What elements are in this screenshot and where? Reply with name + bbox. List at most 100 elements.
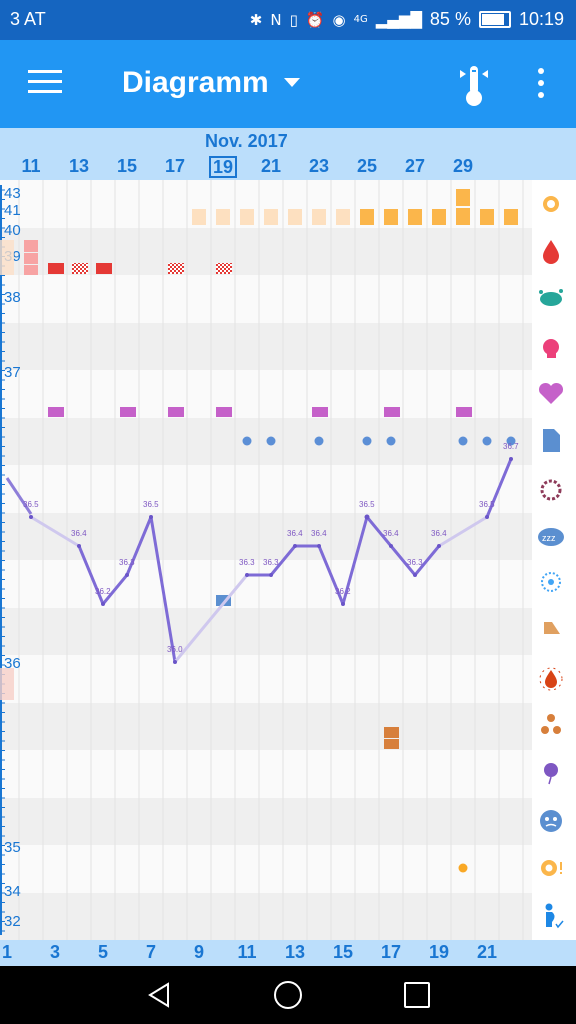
sex-mark[interactable] (312, 407, 328, 417)
symptom-mark[interactable] (384, 739, 399, 749)
cycle-day-label[interactable]: 13 (284, 942, 306, 962)
temperature-point[interactable] (293, 544, 297, 548)
home-icon[interactable] (274, 981, 302, 1009)
cycle-chart[interactable]: 43 41 40 39 38 37 36 35 34 32 (0, 180, 576, 940)
bleeding-mark[interactable] (24, 240, 38, 252)
spotting-mark[interactable] (168, 263, 184, 274)
temperature-point[interactable] (245, 573, 249, 577)
cycle-day-label[interactable]: 15 (332, 942, 354, 962)
temperature-point[interactable] (101, 602, 105, 606)
temperature-point[interactable] (485, 515, 489, 519)
date-label[interactable]: 15 (116, 156, 138, 176)
note-dot[interactable] (314, 436, 324, 446)
bleeding-mark[interactable] (24, 253, 38, 264)
temperature-point[interactable] (125, 573, 129, 577)
date-label[interactable]: 23 (308, 156, 330, 176)
note-dot[interactable] (482, 436, 492, 446)
more-options-button[interactable] (536, 68, 546, 102)
balloon-icon[interactable] (544, 763, 558, 785)
note-dot[interactable] (362, 436, 372, 446)
note-dot[interactable] (506, 436, 516, 446)
mucus-mark[interactable] (432, 209, 446, 225)
back-icon[interactable] (146, 982, 172, 1008)
sex-mark[interactable] (120, 407, 136, 417)
sex-mark[interactable] (168, 407, 184, 417)
mucus-mark[interactable] (192, 209, 206, 225)
symptom-dot[interactable] (458, 863, 468, 873)
mucus-mark[interactable] (264, 209, 278, 225)
sleep-icon[interactable]: zzz (538, 528, 564, 546)
mucus-mark[interactable] (456, 189, 470, 206)
sun-alert-icon[interactable] (541, 860, 562, 876)
mucus-mark[interactable] (384, 209, 398, 225)
head-icon[interactable] (543, 339, 559, 358)
date-label[interactable]: 17 (164, 156, 186, 176)
cycle-day-label[interactable]: 1 (1, 942, 12, 962)
spotting-mark[interactable] (72, 263, 88, 274)
sex-mark[interactable] (48, 407, 64, 417)
cycle-day-label[interactable]: 3 (49, 942, 60, 962)
menu-button[interactable] (28, 70, 62, 96)
temperature-point[interactable] (149, 515, 153, 519)
mucus-mark[interactable] (504, 209, 518, 225)
temperature-point[interactable] (413, 573, 417, 577)
mucus-mark[interactable] (312, 209, 326, 225)
mucus-mark[interactable] (480, 209, 494, 225)
note-dot[interactable] (458, 436, 468, 446)
bleeding-mark[interactable] (24, 265, 38, 275)
document-icon[interactable] (543, 429, 560, 452)
date-label[interactable]: 27 (404, 156, 426, 176)
date-label[interactable]: 21 (260, 156, 282, 176)
temperature-point[interactable] (509, 457, 513, 461)
temperature-point[interactable] (437, 544, 441, 548)
mucus-mark[interactable] (216, 209, 230, 225)
note-dot[interactable] (386, 436, 396, 446)
cycle-day-label[interactable]: 5 (97, 942, 108, 962)
flower-icon[interactable] (540, 479, 562, 501)
mucus-mark[interactable] (408, 209, 422, 225)
note-dot[interactable] (266, 436, 276, 446)
temperature-point[interactable] (341, 602, 345, 606)
mucus-mark[interactable] (456, 208, 470, 225)
temperature-point[interactable] (364, 514, 370, 520)
bleeding-mark[interactable] (96, 263, 112, 274)
mucus-mark[interactable] (240, 209, 254, 225)
nose-icon[interactable] (544, 622, 560, 634)
page-title[interactable]: Diagramm (122, 66, 269, 99)
drop-sun-icon[interactable] (539, 667, 563, 691)
bleeding-mark[interactable] (48, 263, 64, 274)
sex-mark[interactable] (216, 407, 232, 417)
date-label[interactable]: 11 (21, 156, 41, 176)
temperature-point[interactable] (317, 544, 321, 548)
symptom-mark[interactable] (384, 727, 399, 738)
date-label[interactable]: 25 (356, 156, 378, 176)
recents-icon[interactable] (404, 982, 430, 1008)
thermometer-icon[interactable] (458, 62, 490, 108)
cycle-day-label[interactable]: 21 (476, 942, 498, 962)
sex-mark[interactable] (456, 407, 472, 417)
cycle-day-label[interactable]: 11 (237, 942, 257, 962)
splash-icon[interactable] (539, 289, 563, 306)
note-dot[interactable] (242, 436, 252, 446)
temperature-point[interactable] (29, 515, 33, 519)
cycle-day-label[interactable]: 9 (193, 942, 204, 962)
mucus-mark[interactable] (336, 209, 350, 225)
temperature-point[interactable] (77, 544, 81, 548)
sex-mark[interactable] (384, 407, 400, 417)
cycle-day-label[interactable]: 19 (428, 942, 450, 962)
snowflake-icon[interactable] (541, 572, 561, 592)
cycle-day-label[interactable]: 17 (380, 942, 402, 962)
temperature-marker[interactable] (216, 595, 231, 606)
dropdown-icon[interactable] (284, 78, 300, 87)
mucus-mark[interactable] (288, 209, 302, 225)
date-label[interactable]: 29 (452, 156, 474, 176)
temperature-point[interactable] (173, 660, 177, 664)
face-icon[interactable] (540, 810, 562, 832)
date-label[interactable]: 13 (68, 156, 90, 176)
heart-icon[interactable] (538, 382, 564, 404)
date-label-today[interactable]: 19 (209, 156, 237, 178)
mucus-mark[interactable] (360, 209, 374, 225)
drop-icon[interactable] (543, 240, 559, 264)
sun-icon[interactable] (543, 196, 559, 212)
temperature-point[interactable] (389, 544, 393, 548)
